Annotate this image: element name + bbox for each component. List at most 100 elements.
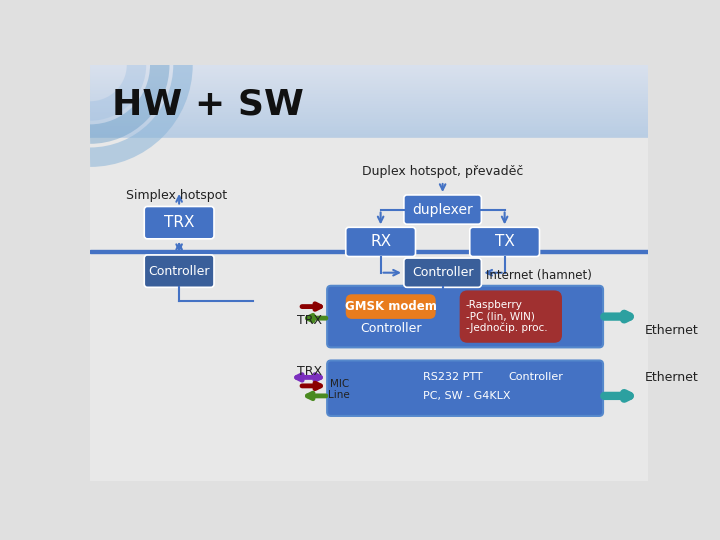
Bar <box>90 108 648 109</box>
Text: -Raspberry
-PC (lin, WIN)
-Jednočip. proc.: -Raspberry -PC (lin, WIN) -Jednočip. pro… <box>466 300 547 334</box>
Bar <box>90 120 648 121</box>
Bar <box>90 88 648 89</box>
Bar <box>90 78 648 79</box>
Bar <box>90 92 648 93</box>
Bar <box>90 106 648 107</box>
Bar <box>90 130 648 131</box>
Text: RS232 PTT: RS232 PTT <box>423 373 483 382</box>
Bar <box>90 98 648 99</box>
Bar <box>90 107 648 108</box>
Bar <box>90 121 648 122</box>
Bar <box>90 128 648 129</box>
Bar <box>90 65 648 66</box>
Text: Duplex hotspot, převaděč: Duplex hotspot, převaděč <box>362 165 523 178</box>
Bar <box>90 80 648 81</box>
Text: Simplex hotspot: Simplex hotspot <box>127 189 228 202</box>
Bar <box>90 104 648 105</box>
Bar <box>90 105 648 106</box>
FancyBboxPatch shape <box>469 227 539 256</box>
Bar <box>90 67 648 68</box>
Bar <box>90 75 648 76</box>
Text: duplexer: duplexer <box>413 202 473 217</box>
Bar <box>90 66 648 67</box>
Text: TX: TX <box>495 234 515 249</box>
FancyBboxPatch shape <box>404 258 482 287</box>
Text: Internet (hamnet): Internet (hamnet) <box>486 269 592 282</box>
Bar <box>90 127 648 128</box>
Bar <box>90 93 648 94</box>
Text: Ethernet: Ethernet <box>645 324 698 337</box>
FancyBboxPatch shape <box>346 227 415 256</box>
Bar <box>90 83 648 84</box>
Bar <box>90 118 648 119</box>
Bar <box>90 96 648 97</box>
Bar <box>90 77 648 78</box>
Bar <box>90 117 648 118</box>
Bar <box>90 126 648 127</box>
Text: GMSK modem: GMSK modem <box>345 300 436 313</box>
Bar <box>90 136 648 137</box>
Bar <box>90 103 648 104</box>
Bar <box>90 76 648 77</box>
Bar <box>90 110 648 111</box>
Text: TRX: TRX <box>297 314 323 327</box>
Bar <box>90 137 648 138</box>
Bar <box>90 249 648 253</box>
Bar <box>90 71 648 72</box>
Bar <box>90 84 648 85</box>
Bar <box>90 91 648 92</box>
Text: MIC: MIC <box>330 379 350 389</box>
Bar <box>90 73 648 74</box>
Text: PC, SW - G4KLX: PC, SW - G4KLX <box>423 391 510 401</box>
Bar <box>90 85 648 86</box>
Text: Ethernet: Ethernet <box>645 371 698 384</box>
Bar <box>90 119 648 120</box>
Text: RX: RX <box>370 234 391 249</box>
Bar <box>90 115 648 116</box>
Bar <box>90 111 648 112</box>
Bar <box>90 72 648 73</box>
Bar <box>90 87 648 88</box>
Text: Line: Line <box>328 390 350 400</box>
FancyBboxPatch shape <box>144 206 214 239</box>
Bar <box>90 74 648 75</box>
Bar <box>90 122 648 123</box>
Bar <box>90 125 648 126</box>
Bar <box>90 113 648 114</box>
Text: TRX: TRX <box>297 364 323 378</box>
Bar <box>90 100 648 101</box>
Bar <box>90 102 648 103</box>
Bar <box>90 134 648 135</box>
Bar <box>90 82 648 83</box>
Bar <box>90 81 648 82</box>
FancyBboxPatch shape <box>144 255 214 287</box>
Bar <box>90 68 648 69</box>
Bar <box>90 123 648 124</box>
Bar <box>90 97 648 98</box>
Bar <box>90 90 648 91</box>
Text: HW + SW: HW + SW <box>112 88 304 122</box>
Bar <box>90 129 648 130</box>
Bar <box>90 135 648 136</box>
FancyBboxPatch shape <box>346 294 436 319</box>
Bar <box>90 109 648 110</box>
Bar <box>90 131 648 132</box>
Text: Controller: Controller <box>508 373 563 382</box>
Bar <box>90 138 648 481</box>
Bar <box>90 94 648 95</box>
FancyBboxPatch shape <box>327 361 603 416</box>
Text: Controller: Controller <box>412 266 473 279</box>
Text: Controller: Controller <box>360 322 421 335</box>
Bar <box>90 89 648 90</box>
Text: TRX: TRX <box>164 215 194 230</box>
FancyBboxPatch shape <box>459 291 562 343</box>
Bar <box>90 99 648 100</box>
Bar <box>90 79 648 80</box>
Bar <box>90 101 648 102</box>
Bar <box>90 114 648 115</box>
Bar <box>90 124 648 125</box>
Bar <box>90 132 648 133</box>
Text: Controller: Controller <box>148 265 210 278</box>
Bar <box>90 69 648 70</box>
Bar <box>90 86 648 87</box>
